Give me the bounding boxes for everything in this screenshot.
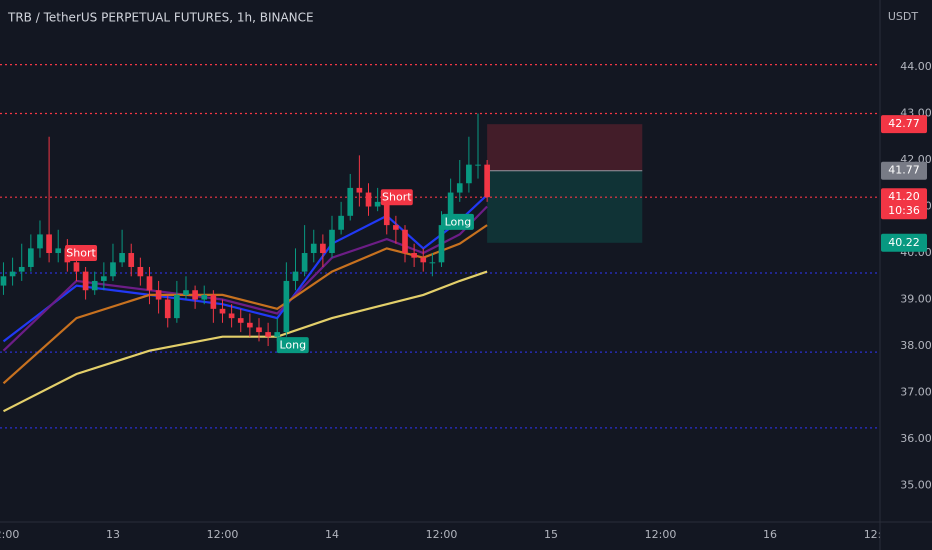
- candle-body: [219, 308, 226, 314]
- y-unit: USDT: [888, 10, 919, 23]
- candle-body: [119, 253, 125, 263]
- candle-body: [101, 276, 107, 281]
- candle-body: [484, 164, 490, 198]
- countdown-label: 10:36: [888, 204, 920, 217]
- x-tick-label: 15: [544, 528, 558, 541]
- price-label: 40.22: [888, 236, 920, 249]
- y-tick-label: 38.00: [900, 339, 932, 352]
- x-tick-label: 12:00: [426, 528, 458, 541]
- candle-body: [365, 192, 372, 207]
- candle-body: [411, 253, 417, 258]
- price-label-box: [881, 115, 927, 134]
- target-zone: [487, 170, 643, 243]
- candle-body: [9, 271, 16, 277]
- candle-body: [183, 290, 189, 295]
- candle-body: [174, 294, 180, 319]
- candle-body: [283, 280, 290, 333]
- price-label-box: [881, 188, 927, 220]
- candle-body: [420, 257, 427, 263]
- candle-body: [137, 266, 144, 277]
- candle-body: [210, 294, 217, 309]
- candle-body: [265, 332, 271, 337]
- moving-average: [3, 270, 488, 413]
- candle-body: [338, 215, 344, 230]
- candle-body: [201, 294, 208, 300]
- candle-body: [356, 187, 363, 193]
- candle-body: [456, 183, 463, 193]
- candle-body: [228, 313, 235, 319]
- candle-body: [393, 225, 399, 230]
- candle-body: [237, 318, 244, 323]
- candle-body: [292, 271, 299, 281]
- candle-body: [82, 271, 89, 291]
- candle-body: [310, 243, 317, 254]
- candle-body: [383, 201, 390, 226]
- candle-body: [247, 322, 253, 328]
- candle-body: [28, 248, 34, 267]
- candle-body: [192, 290, 198, 300]
- y-tick-label: 37.00: [900, 386, 932, 399]
- stop-zone: [487, 124, 643, 171]
- x-tick-label: 12:00: [645, 528, 677, 541]
- plot-area: Short Short Long Long: [0, 64, 880, 429]
- candle-body: [164, 299, 171, 319]
- candle-body: [146, 276, 153, 291]
- candle-body: [447, 192, 454, 226]
- candle-body: [475, 164, 481, 166]
- x-tick-label: 16: [763, 528, 777, 541]
- signal-badge: [276, 337, 309, 354]
- candle-body: [274, 332, 281, 337]
- signal-label: Long: [279, 339, 306, 352]
- candle-body: [155, 290, 162, 300]
- signal-badge: [441, 213, 474, 230]
- signal-badge: [380, 189, 413, 206]
- candle-body: [438, 225, 445, 263]
- candle-body: [429, 262, 436, 264]
- y-tick-label: 39.00: [900, 293, 932, 306]
- y-tick-label: 36.00: [900, 432, 932, 445]
- candle-body: [301, 253, 308, 272]
- candle-body: [110, 262, 116, 277]
- signal-label: Long: [445, 215, 472, 228]
- x-tick-label: 12:00: [207, 528, 239, 541]
- x-tick-label: 12:00: [864, 528, 896, 541]
- candle-body: [128, 253, 135, 267]
- candle-body: [73, 262, 80, 272]
- x-tick-label: 13: [106, 528, 120, 541]
- signal-label: Short: [382, 191, 412, 204]
- chart-title: TRB / TetherUS PERPETUAL FUTURES, 1h, BI…: [7, 11, 314, 25]
- y-axis: 35.0036.0037.0038.0039.0040.0041.0042.00…: [881, 60, 932, 492]
- price-label: 42.77: [888, 117, 920, 130]
- candle-body: [347, 187, 354, 216]
- x-tick-label: 12:00: [0, 528, 19, 541]
- price-label-box: [881, 161, 927, 180]
- candle-body: [329, 229, 335, 254]
- y-tick-label: 44.00: [900, 60, 932, 73]
- price-label: 41.20: [888, 190, 920, 203]
- x-axis: 12:00 13 12:00 14 12:00 15 12:00 16 12:00: [0, 528, 896, 541]
- candle-body: [402, 229, 408, 254]
- candle-body: [18, 266, 25, 272]
- y-tick-label: 35.00: [900, 479, 932, 492]
- price-label-box: [881, 233, 927, 252]
- x-tick-label: 14: [325, 528, 339, 541]
- candle-body: [320, 243, 326, 254]
- candle-body: [0, 276, 7, 286]
- candle-body: [374, 201, 381, 207]
- candle-body: [256, 327, 262, 333]
- candle-body: [91, 280, 98, 291]
- candle-body: [37, 234, 43, 249]
- signal-badge: [65, 245, 98, 262]
- candle-body: [466, 164, 472, 184]
- candle-body: [55, 248, 62, 254]
- signal-label: Short: [66, 247, 96, 260]
- price-label: 41.77: [888, 164, 920, 177]
- candle-body: [46, 234, 52, 254]
